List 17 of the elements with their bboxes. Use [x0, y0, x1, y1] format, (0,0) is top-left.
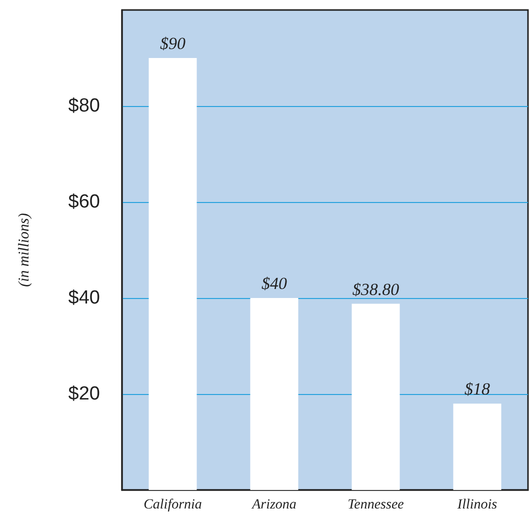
data-label: $18: [464, 380, 490, 399]
bar: [250, 298, 298, 490]
data-label: $90: [160, 34, 186, 53]
y-tick-label: $20: [68, 384, 100, 404]
data-label: $40: [262, 274, 288, 293]
data-label: $38.80: [352, 280, 400, 299]
x-tick-label: California: [144, 498, 202, 512]
bar: [352, 304, 400, 490]
y-axis-title: (in millions): [16, 213, 32, 287]
x-tick-label: Tennessee: [348, 498, 404, 512]
y-tick-label: $40: [68, 288, 100, 308]
bar: [148, 58, 197, 490]
bar: [453, 404, 502, 490]
x-tick-label: Illinois: [456, 498, 498, 512]
x-tick-label: Arizona: [251, 498, 296, 512]
y-tick-label: $60: [68, 192, 100, 212]
y-tick-label: $80: [68, 96, 100, 116]
